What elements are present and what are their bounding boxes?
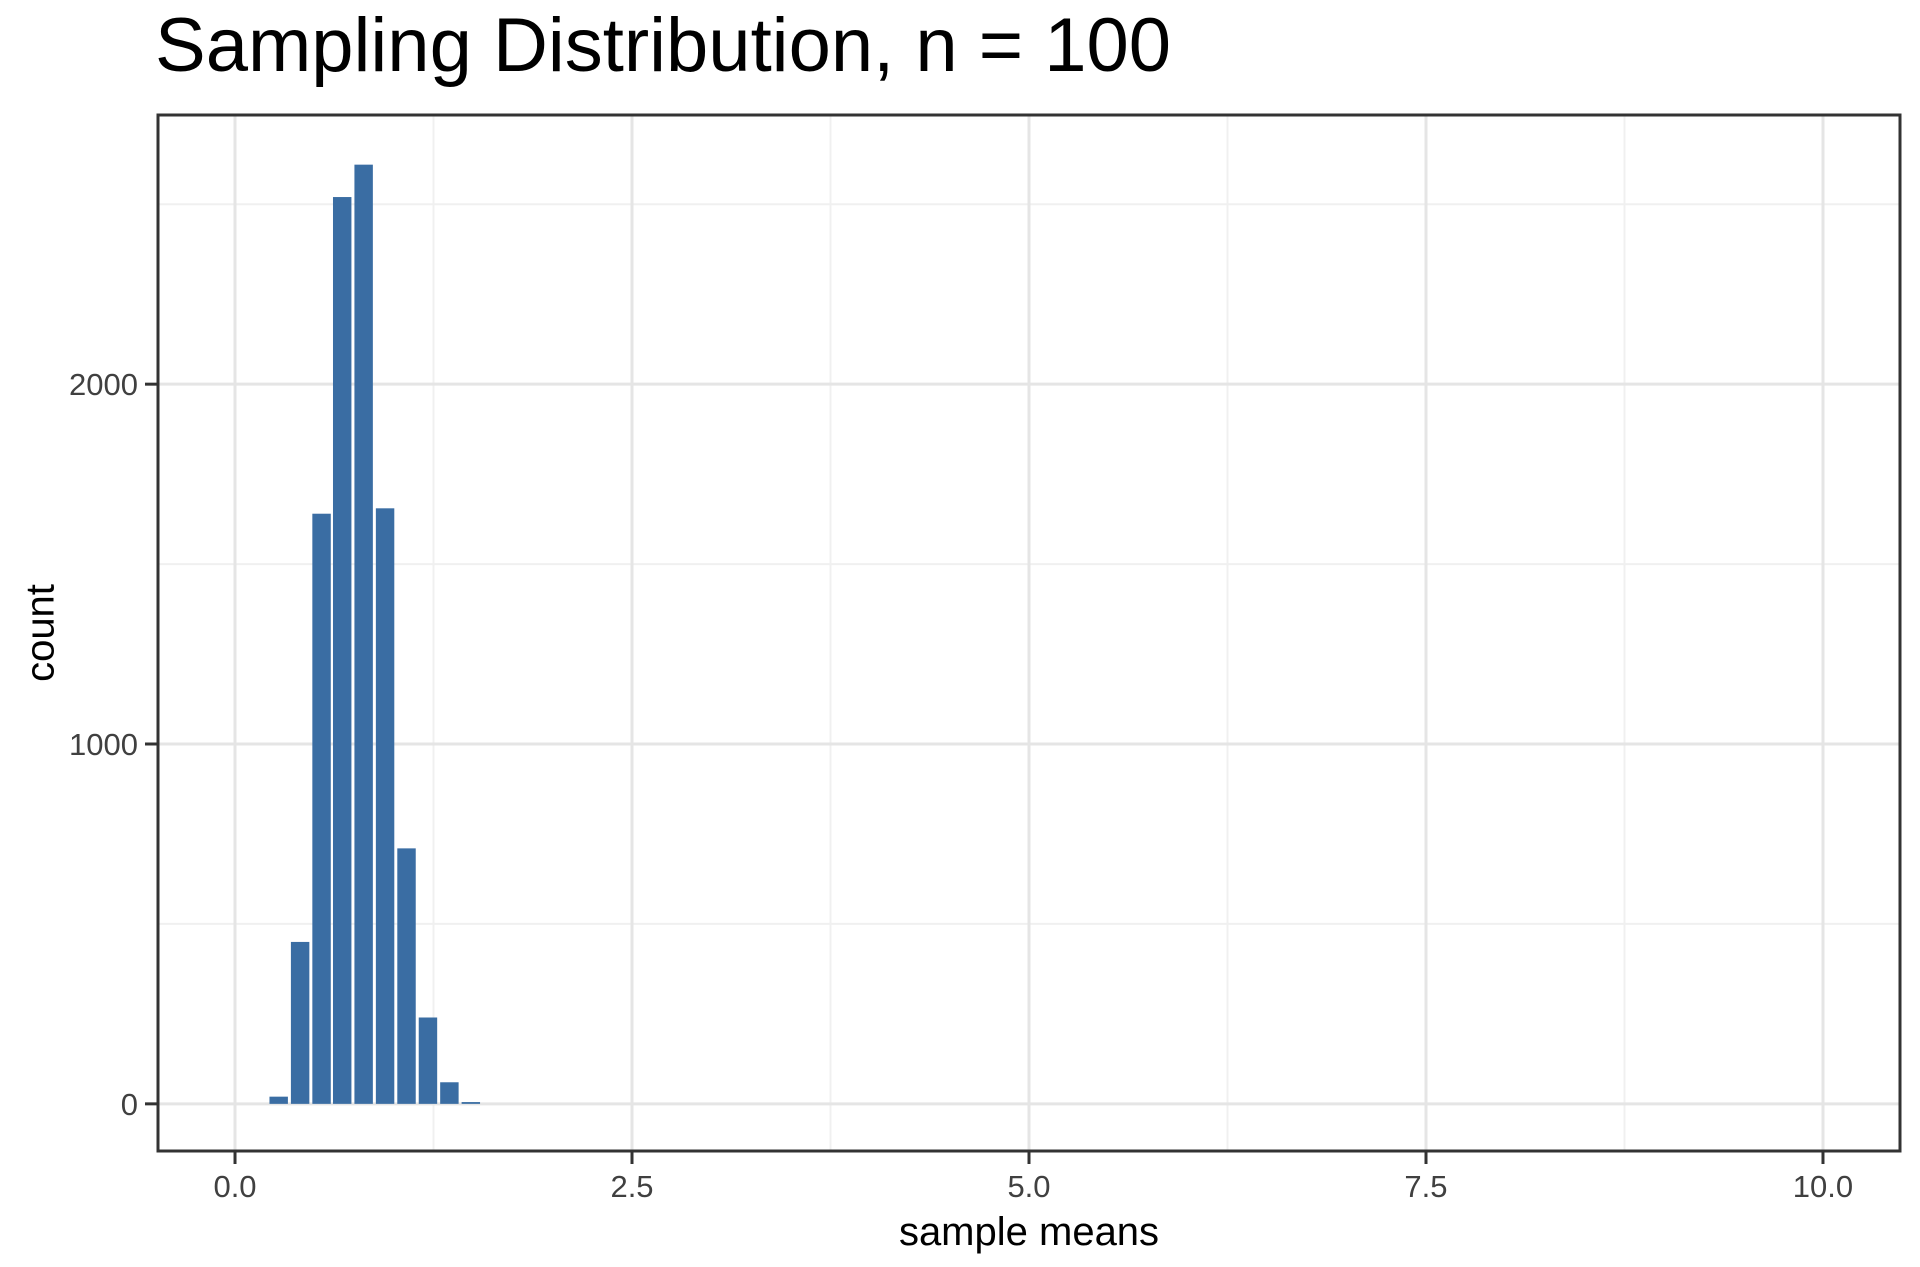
histogram-bar xyxy=(290,941,310,1104)
x-tick-label: 0.0 xyxy=(213,1169,256,1204)
histogram-bar xyxy=(461,1102,481,1104)
histogram-bar xyxy=(397,848,416,1104)
histogram-bar xyxy=(440,1082,459,1104)
histogram-bar xyxy=(332,197,352,1104)
y-tick-label: 2000 xyxy=(69,367,138,402)
x-tick-label: 5.0 xyxy=(1007,1169,1050,1204)
histogram-bar xyxy=(269,1096,288,1104)
histogram-bar xyxy=(375,508,395,1104)
y-tick-label: 0 xyxy=(121,1087,138,1122)
chart-title: Sampling Distribution, n = 100 xyxy=(155,3,1172,88)
histogram-bar xyxy=(418,1017,438,1104)
histogram-bar xyxy=(312,513,331,1104)
x-tick-label: 10.0 xyxy=(1793,1169,1853,1204)
x-axis-title: sample means xyxy=(898,1210,1160,1254)
x-tick-label: 7.5 xyxy=(1404,1169,1447,1204)
x-tick-label: 2.5 xyxy=(610,1169,653,1204)
y-tick-label: 1000 xyxy=(69,727,138,762)
histogram-bar xyxy=(354,164,373,1104)
y-axis-title: count xyxy=(18,584,63,682)
